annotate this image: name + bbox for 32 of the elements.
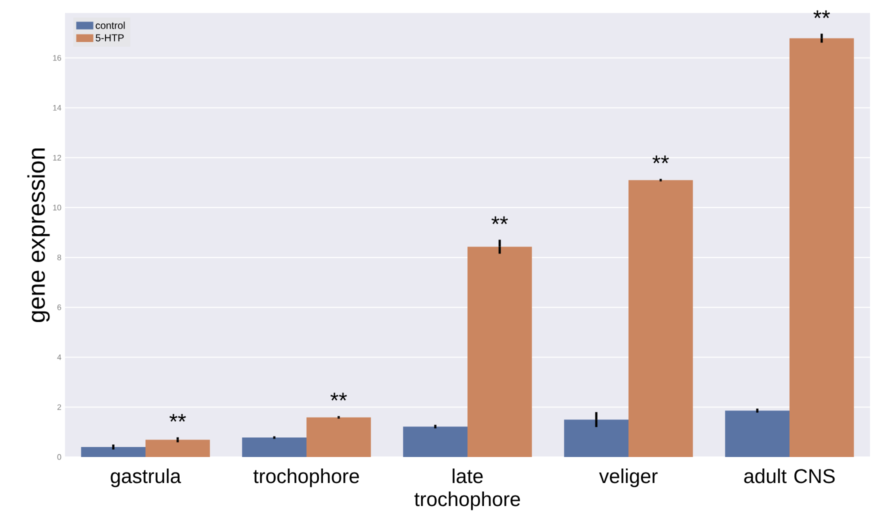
y-tick-label: 6 — [57, 304, 62, 310]
y-tick-label: 14 — [53, 105, 62, 111]
bar — [146, 440, 210, 457]
y-tick-label: 10 — [53, 204, 62, 210]
annotation: ** — [330, 392, 347, 400]
y-tick-label: 0 — [57, 454, 62, 460]
y-axis-title: gene expression — [27, 148, 50, 322]
annotation: ** — [492, 216, 508, 224]
x-tick-label: late trochophore — [414, 468, 520, 510]
y-tick-label: 8 — [57, 254, 62, 260]
bar — [242, 438, 306, 457]
bar — [306, 417, 371, 457]
annotation: ** — [170, 414, 186, 422]
bar — [403, 426, 468, 457]
legend-label: control — [96, 22, 125, 29]
y-tick-label: 12 — [53, 154, 62, 160]
legend-label: 5-HTP — [96, 34, 124, 42]
x-tick-label: trochophore — [253, 468, 359, 488]
y-tick-label: 4 — [57, 354, 62, 360]
annotation: ** — [814, 10, 830, 18]
annotation: ** — [652, 156, 669, 164]
bar — [81, 447, 146, 457]
x-tick-label: gastrula — [110, 468, 182, 488]
bar — [725, 410, 790, 457]
y-tick-label: 2 — [57, 404, 62, 410]
bar — [564, 420, 628, 457]
x-tick-label: adult CNS — [744, 468, 835, 484]
bar — [790, 38, 854, 457]
y-tick-label: 16 — [53, 55, 62, 61]
bar — [628, 180, 693, 457]
bar — [468, 246, 532, 457]
x-tick-label: veliger — [599, 468, 658, 488]
